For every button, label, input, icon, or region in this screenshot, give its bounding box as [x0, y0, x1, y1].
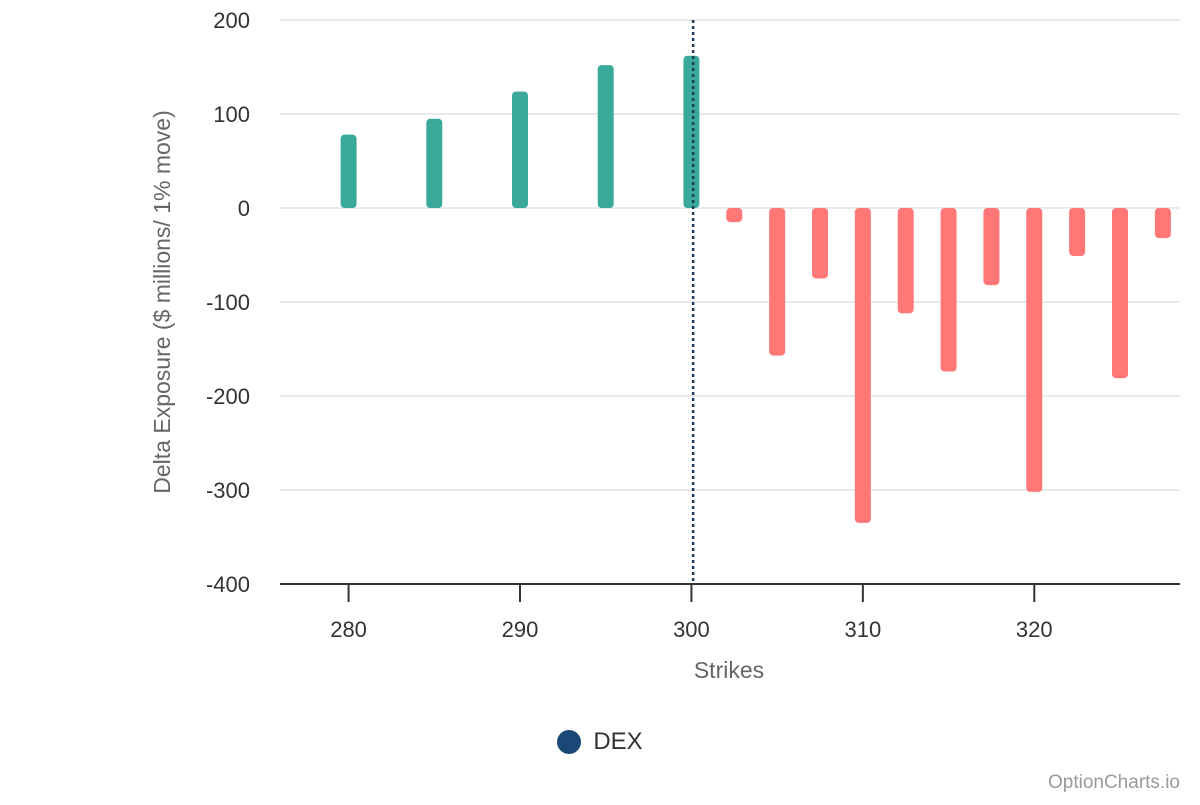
bar-strike-317-5[interactable]: [983, 208, 1000, 286]
bar-strike-295[interactable]: [597, 65, 614, 209]
bar-strike-327-5[interactable]: [1154, 208, 1171, 239]
bar-strike-290[interactable]: [512, 91, 528, 208]
x-tick-label: 320: [1016, 617, 1053, 642]
y-tick-label: -300: [206, 478, 250, 503]
bar-strike-280[interactable]: [340, 134, 357, 208]
legend[interactable]: DEX: [0, 722, 1200, 762]
y-tick-label: -100: [206, 290, 250, 315]
bar-strike-320[interactable]: [1026, 208, 1043, 492]
x-tick-label: 310: [844, 617, 881, 642]
legend-label-dex: DEX: [593, 728, 643, 755]
credit-text: OptionCharts.io: [1047, 772, 1180, 793]
axis-layer: 200 100 0 -100 -200 -300 -400 280 290 300 310 320: [206, 8, 1180, 642]
bar-strike-325[interactable]: [1112, 208, 1128, 379]
bar-strike-302-5[interactable]: [726, 208, 743, 223]
bar-strike-310[interactable]: [854, 208, 871, 523]
y-tick-label: 100: [213, 102, 250, 127]
bar-strike-315[interactable]: [940, 208, 957, 372]
y-tick-label: -400: [206, 572, 250, 597]
x-axis-title: Strikes: [694, 657, 764, 683]
bar-strike-312-5[interactable]: [897, 208, 914, 314]
legend-marker-dex: [557, 730, 582, 754]
bar-strike-305[interactable]: [769, 208, 786, 356]
x-tick-label: 300: [673, 617, 710, 642]
bar-strike-322-5[interactable]: [1069, 208, 1086, 256]
y-tick-label: -200: [206, 384, 250, 409]
y-tick-label: 0: [238, 196, 250, 221]
y-axis-title: Delta Exposure ($ millions/ 1% move): [149, 110, 175, 493]
x-tick-label: 290: [502, 617, 539, 642]
bar-strike-307-5[interactable]: [812, 208, 828, 279]
x-tick-label: 280: [330, 617, 367, 642]
bar-strike-285[interactable]: [426, 118, 443, 208]
grid-layer: [280, 19, 1180, 491]
bar-layer: [340, 55, 1171, 523]
bar-strike-300[interactable]: [683, 55, 700, 208]
y-tick-label: 200: [213, 8, 250, 33]
